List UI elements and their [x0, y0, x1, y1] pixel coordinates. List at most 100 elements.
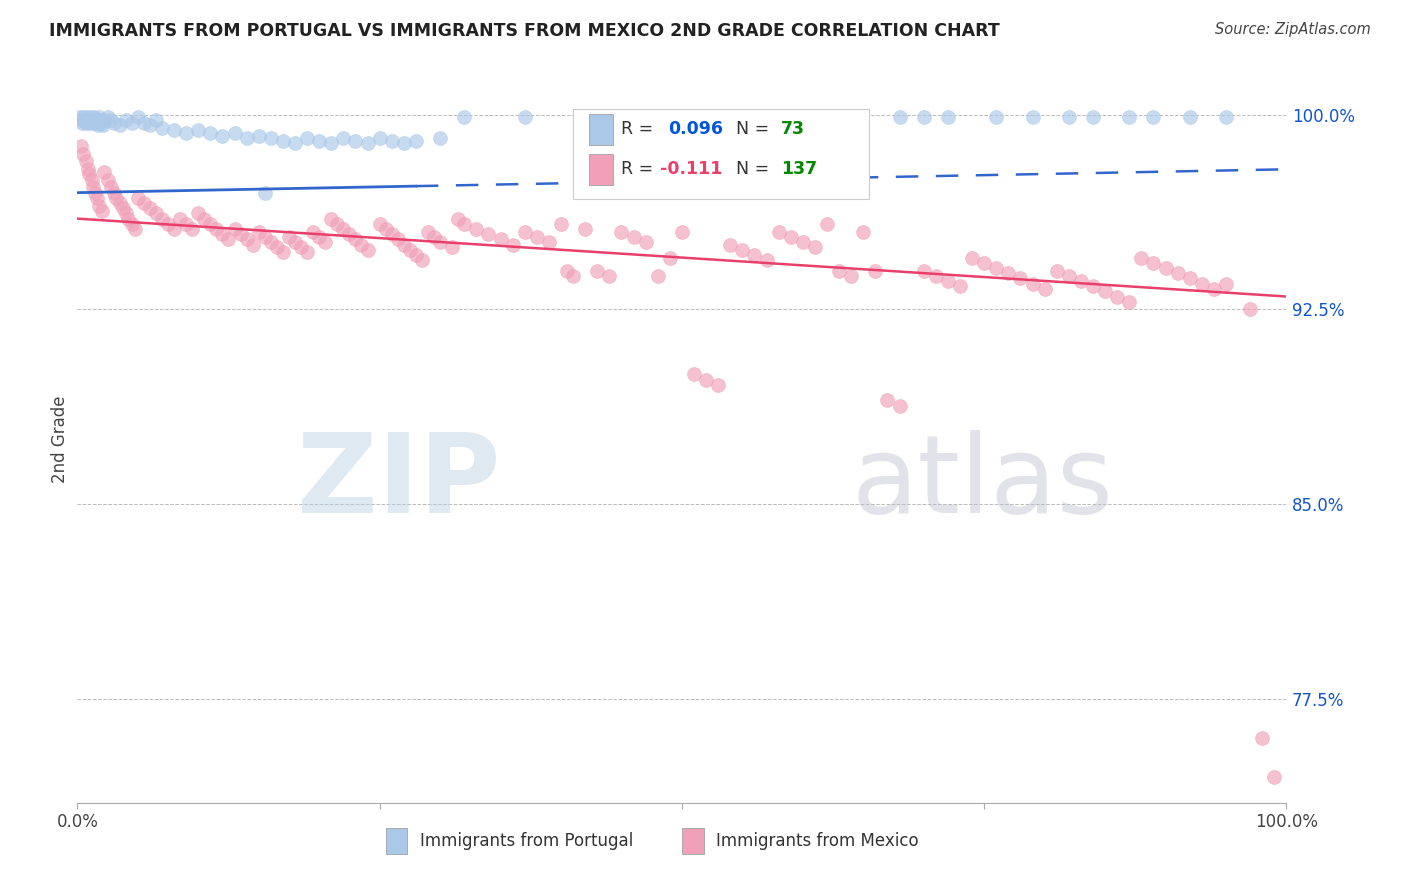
Point: [79, 115, 101, 129]
Point: [93, 112, 115, 127]
Point: [537, 235, 560, 249]
Point: [308, 229, 330, 244]
Point: [253, 229, 276, 244]
Point: [72, 111, 94, 125]
Point: [441, 240, 464, 254]
Point: [610, 111, 633, 125]
Point: [1251, 731, 1274, 745]
Point: [526, 229, 548, 244]
Point: [792, 111, 814, 125]
Point: [114, 206, 136, 220]
Point: [132, 115, 155, 129]
Point: [145, 112, 167, 127]
Point: [839, 111, 862, 125]
Point: [90, 203, 112, 218]
Point: [925, 268, 948, 283]
Point: [368, 217, 391, 231]
Point: [839, 268, 862, 283]
Point: [671, 111, 693, 125]
Point: [211, 128, 233, 143]
Point: [150, 211, 173, 226]
Point: [89, 112, 111, 127]
Text: atlas: atlas: [851, 430, 1114, 536]
Point: [80, 172, 103, 186]
Point: [247, 225, 270, 239]
Point: [411, 253, 433, 268]
Point: [290, 240, 312, 254]
Point: [586, 111, 609, 125]
Text: 73: 73: [782, 120, 806, 138]
Point: [392, 136, 415, 151]
Point: [828, 263, 851, 277]
Text: Immigrants from Portugal: Immigrants from Portugal: [419, 831, 633, 849]
Point: [339, 227, 360, 242]
Text: N =: N =: [737, 161, 775, 178]
Point: [1202, 282, 1225, 296]
Point: [936, 274, 959, 288]
Point: [302, 225, 325, 239]
Point: [124, 222, 146, 236]
Point: [80, 112, 103, 127]
Point: [889, 111, 911, 125]
Point: [93, 165, 115, 179]
Bar: [589, 114, 613, 145]
Point: [1142, 111, 1164, 125]
Point: [321, 136, 343, 151]
Point: [295, 131, 318, 145]
Point: [332, 131, 354, 145]
Point: [1239, 302, 1261, 317]
Point: [477, 227, 499, 242]
Point: [86, 191, 108, 205]
Point: [1010, 271, 1032, 285]
Point: [242, 237, 264, 252]
Point: [105, 191, 128, 205]
Point: [1070, 274, 1092, 288]
Point: [936, 111, 959, 125]
Point: [174, 217, 197, 231]
Point: [744, 248, 766, 262]
Text: -0.111: -0.111: [661, 161, 723, 178]
Text: Source: ZipAtlas.com: Source: ZipAtlas.com: [1215, 22, 1371, 37]
Point: [610, 225, 633, 239]
Text: 0.096: 0.096: [669, 120, 724, 138]
Point: [1167, 266, 1189, 280]
Point: [718, 111, 741, 125]
Point: [755, 253, 778, 268]
Point: [321, 211, 343, 226]
Point: [332, 222, 354, 236]
Point: [132, 196, 155, 211]
Y-axis label: 2nd Grade: 2nd Grade: [51, 395, 69, 483]
Point: [399, 243, 422, 257]
Point: [121, 217, 143, 231]
Point: [260, 131, 283, 145]
Point: [586, 263, 609, 277]
Point: [598, 268, 620, 283]
Point: [127, 111, 149, 125]
Point: [86, 115, 108, 129]
Point: [308, 134, 330, 148]
Point: [139, 201, 162, 215]
Point: [157, 217, 180, 231]
Point: [79, 111, 101, 125]
Text: 137: 137: [782, 161, 817, 178]
Point: [91, 118, 114, 132]
Point: [997, 266, 1019, 280]
Point: [634, 235, 657, 249]
Point: [100, 112, 122, 127]
Point: [1178, 271, 1201, 285]
Point: [200, 126, 222, 140]
Point: [949, 279, 972, 293]
Point: [453, 217, 475, 231]
Point: [1094, 285, 1116, 299]
Point: [707, 377, 730, 392]
Point: [876, 393, 898, 408]
Point: [986, 260, 1008, 275]
Point: [792, 235, 814, 249]
Text: R =: R =: [621, 120, 659, 138]
Point: [284, 136, 307, 151]
Point: [562, 268, 585, 283]
Point: [1154, 260, 1177, 275]
Point: [121, 115, 143, 129]
Point: [423, 229, 446, 244]
Point: [429, 235, 451, 249]
